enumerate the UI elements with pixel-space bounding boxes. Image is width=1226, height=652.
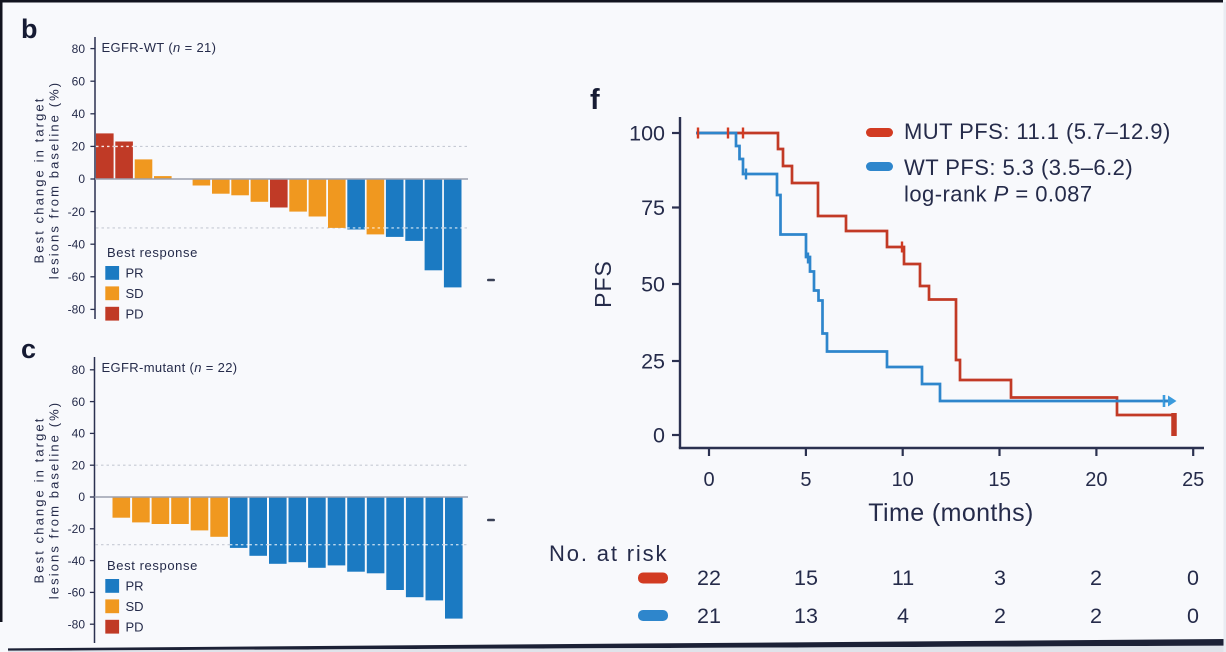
svg-text:-20: -20: [68, 205, 86, 219]
svg-text:15: 15: [988, 469, 1010, 491]
svg-text:4: 4: [897, 604, 909, 628]
svg-text:15: 15: [794, 566, 818, 590]
svg-text:-40: -40: [68, 237, 86, 251]
svg-text:-80: -80: [68, 303, 86, 317]
svg-text:MUT PFS: 11.1 (5.7–12.9): MUT PFS: 11.1 (5.7–12.9): [904, 119, 1171, 144]
svg-text:40: 40: [72, 427, 86, 441]
svg-text:50: 50: [641, 273, 665, 297]
svg-text:10: 10: [892, 469, 914, 491]
svg-text:0: 0: [1187, 566, 1199, 590]
svg-text:20: 20: [72, 458, 86, 472]
svg-text:13: 13: [794, 604, 818, 628]
svg-text:WT PFS: 5.3 (3.5–6.2): WT PFS: 5.3 (3.5–6.2): [904, 155, 1133, 180]
svg-text:PD: PD: [126, 619, 144, 634]
svg-text:No. at risk: No. at risk: [549, 541, 668, 566]
svg-text:2: 2: [1090, 566, 1102, 590]
svg-text:Best response: Best response: [107, 558, 198, 573]
svg-text:40: 40: [72, 107, 86, 121]
svg-text:EGFR-WT (n = 21): EGFR-WT (n = 21): [102, 40, 217, 55]
svg-text:-40: -40: [68, 554, 86, 568]
svg-text:20: 20: [1085, 469, 1107, 491]
svg-text:Best change in target: Best change in target: [32, 417, 47, 584]
svg-text:lesions from baseline (%): lesions from baseline (%): [47, 401, 62, 599]
svg-text:PR: PR: [126, 579, 144, 594]
svg-text:Best change in target: Best change in target: [32, 97, 47, 264]
svg-text:20: 20: [72, 140, 86, 154]
svg-text:-60: -60: [68, 270, 86, 284]
svg-text:PFS: PFS: [590, 260, 616, 308]
svg-text:EGFR-mutant (n = 22): EGFR-mutant (n = 22): [102, 360, 238, 375]
svg-text:75: 75: [641, 196, 665, 220]
svg-text:2: 2: [994, 604, 1006, 628]
svg-text:5: 5: [800, 469, 811, 491]
svg-text:-60: -60: [68, 586, 86, 600]
svg-text:0: 0: [703, 469, 714, 491]
svg-text:60: 60: [72, 395, 86, 409]
svg-text:-20: -20: [68, 522, 86, 536]
svg-text:22: 22: [697, 566, 721, 590]
svg-text:60: 60: [72, 74, 86, 88]
svg-text:-80: -80: [68, 617, 86, 631]
svg-text:0: 0: [78, 490, 85, 504]
svg-text:SD: SD: [126, 286, 144, 301]
svg-text:21: 21: [697, 604, 721, 628]
svg-text:80: 80: [72, 42, 86, 56]
svg-text:c: c: [21, 334, 36, 364]
svg-text:11: 11: [892, 566, 914, 590]
svg-text:b: b: [21, 14, 38, 44]
svg-text:0: 0: [653, 424, 665, 448]
svg-text:80: 80: [72, 363, 86, 377]
svg-text:PR: PR: [126, 266, 144, 281]
svg-text:log-rank P = 0.087: log-rank P = 0.087: [904, 182, 1093, 207]
svg-text:Time (months): Time (months): [868, 499, 1033, 527]
svg-text:SD: SD: [126, 599, 144, 614]
svg-text:25: 25: [641, 350, 665, 374]
svg-text:2: 2: [1090, 604, 1102, 628]
svg-text:0: 0: [78, 172, 85, 186]
svg-text:Best response: Best response: [107, 245, 198, 260]
svg-text:PD: PD: [126, 306, 144, 321]
svg-text:0: 0: [1187, 604, 1199, 628]
svg-text:100: 100: [629, 122, 665, 146]
svg-text:f: f: [590, 84, 600, 116]
svg-text:25: 25: [1182, 469, 1204, 491]
svg-text:lesions from baseline (%): lesions from baseline (%): [47, 81, 62, 279]
svg-text:3: 3: [994, 566, 1006, 590]
